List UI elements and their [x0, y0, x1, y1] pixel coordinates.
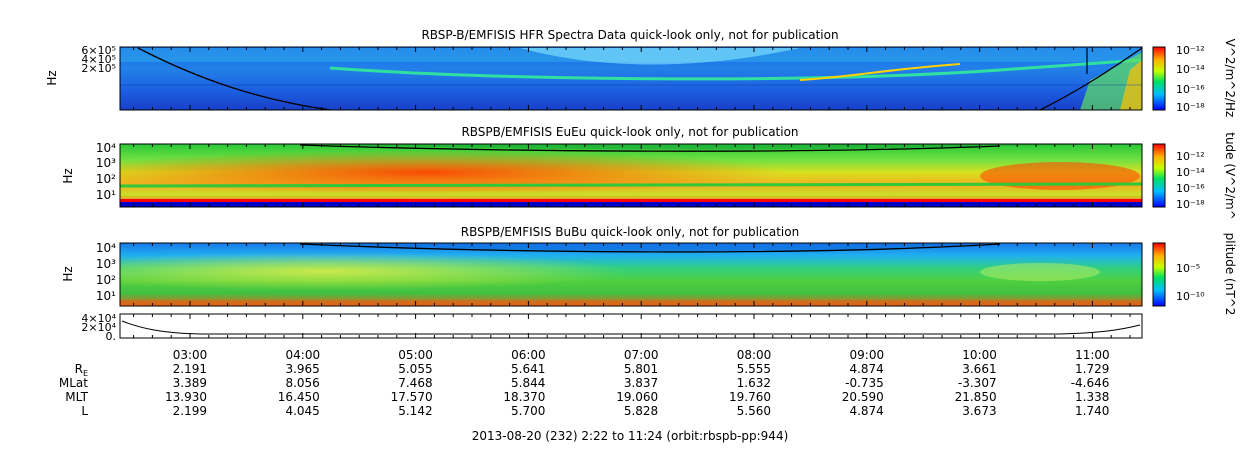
ephemeris-value: 4.874 [849, 404, 883, 418]
ephemeris-value: 5.142 [398, 404, 432, 418]
ephemeris-value: -3.307 [958, 376, 997, 390]
ephemeris-value: 8.056 [285, 376, 319, 390]
panel-3-colorbar [1152, 242, 1166, 307]
panel-3-cbar-tick: 10⁻¹⁰ [1176, 290, 1205, 303]
panel-3-ytick: 10¹ [96, 289, 116, 303]
ephemeris-value: 7.468 [398, 376, 432, 390]
ephemeris-value: 13.930 [165, 390, 207, 404]
ephemeris-value: 5.801 [624, 362, 658, 376]
panel-1-cbar-tick: 10⁻¹² [1176, 44, 1205, 57]
panel-2-ytick: 10² [96, 172, 116, 186]
time-tick-label: 09:00 [850, 348, 885, 362]
panel-2-eueu-spectrogram [119, 143, 1143, 208]
panel-3-cbar-tick: 10⁻⁵ [1176, 262, 1200, 275]
ephemeris-row-label: L [81, 404, 88, 418]
panel-1-title: RBSP-B/EMFISIS HFR Spectra Data quick-lo… [421, 28, 838, 42]
panel-3-title: RBSPB/EMFISIS BuBu quick-look only, not … [461, 225, 799, 239]
panel-1-cbar-tick: 10⁻¹⁶ [1176, 83, 1205, 96]
ephemeris-row-label: MLat [59, 376, 88, 390]
ephemeris-value: 4.045 [285, 404, 319, 418]
time-tick-label: 06:00 [511, 348, 546, 362]
ephemeris-value: 19.760 [729, 390, 771, 404]
panel-1-ytick: 2×10⁵ [81, 62, 116, 75]
panel-2-ytick: 10⁴ [96, 141, 116, 155]
time-tick-label: 03:00 [173, 348, 208, 362]
panel-3-bubu-spectrogram [119, 242, 1143, 307]
ephemeris-value: 3.965 [285, 362, 319, 376]
ephemeris-value: 3.661 [962, 362, 996, 376]
ephemeris-value: 3.837 [624, 376, 658, 390]
time-tick-label: 11:00 [1075, 348, 1110, 362]
ephemeris-value: -0.735 [845, 376, 884, 390]
panel-1-cbar-label: V^2/m^2/Hz [1223, 39, 1237, 118]
time-tick-label: 10:00 [962, 348, 997, 362]
panel-2-cbar-tick: 10⁻¹⁸ [1176, 198, 1205, 211]
ephemeris-value: 19.060 [616, 390, 658, 404]
time-axis: 03:00 04:00 05:00 06:00 07:00 08:00 09:00 10:00… [59, 348, 1110, 418]
ephemeris-value: 21.850 [955, 390, 997, 404]
panel-3-ytick: 10⁴ [96, 241, 116, 255]
panel-2-cbar-tick: 10⁻¹⁶ [1176, 182, 1205, 195]
panel-1-colorbar [1152, 46, 1166, 111]
panel-4-ytick: 4×10⁴ [81, 312, 116, 325]
ephemeris-value: 1.338 [1075, 390, 1109, 404]
panel-4-ytick: 2×10⁴ [81, 321, 116, 334]
ephemeris-value: 2.199 [173, 404, 207, 418]
ephemeris-value: 5.055 [398, 362, 432, 376]
ephemeris-value: 1.632 [737, 376, 771, 390]
panel-4-ytick: 0. [106, 330, 117, 343]
ephemeris-value: 5.844 [511, 376, 545, 390]
time-tick-label: 08:00 [737, 348, 772, 362]
ephemeris-value: 2.191 [173, 362, 207, 376]
panel-2-ylabel: Hz [61, 168, 75, 183]
ephemeris-value: 16.450 [278, 390, 320, 404]
time-tick-label: 07:00 [624, 348, 659, 362]
panel-1-hfr-spectrogram [119, 46, 1143, 111]
panel-2-ytick: 10¹ [96, 188, 116, 202]
panel-1-ylabel: Hz [45, 70, 59, 85]
panel-3-cbar-label: plitude (nT^2 [1223, 233, 1237, 316]
footer-date-range: 2013-08-20 (232) 2:22 to 11:24 (orbit:rb… [472, 429, 789, 443]
ephemeris-value: 3.673 [962, 404, 996, 418]
ephemeris-value: 18.370 [503, 390, 545, 404]
ephemeris-value: 5.700 [511, 404, 545, 418]
ephemeris-value: -4.646 [1071, 376, 1110, 390]
panel-3-ytick: 10² [96, 273, 116, 287]
tick-marks [133, 47, 1131, 338]
panel-1-cbar-tick: 10⁻¹⁴ [1176, 63, 1205, 76]
ephemeris-value: 1.729 [1075, 362, 1109, 376]
panel-1-ytick: 6×10⁵ [81, 44, 116, 57]
ephemeris-value: 3.389 [173, 376, 207, 390]
time-tick-label: 04:00 [286, 348, 321, 362]
panel-2-cbar-tick: 10⁻¹² [1176, 150, 1205, 163]
ephemeris-value: 1.740 [1075, 404, 1109, 418]
ephemeris-value: 5.641 [511, 362, 545, 376]
ephemeris-value: 17.570 [391, 390, 433, 404]
ephemeris-value: 5.828 [624, 404, 658, 418]
ephemeris-value: 4.874 [849, 362, 883, 376]
panel-1-ytick: 4×10⁵ [81, 53, 116, 66]
ephemeris-value: 5.560 [737, 404, 771, 418]
panel-2-ytick: 10³ [96, 156, 116, 170]
ephemeris-row-label: MLT [65, 390, 88, 404]
panel-2-cbar-tick: 10⁻¹⁴ [1176, 166, 1205, 179]
panel-2-colorbar [1152, 143, 1166, 208]
panel-1-cbar-tick: 10⁻¹⁸ [1176, 101, 1205, 114]
panel-2-title: RBSPB/EMFISIS EuEu quick-look only, not … [461, 125, 798, 139]
panel-4-line-plot [119, 313, 1143, 339]
panel-2-cbar-label: tude (V^2/m^ [1223, 132, 1237, 220]
time-tick-label: 05:00 [398, 348, 433, 362]
ephemeris-value: 20.590 [842, 390, 884, 404]
ephemeris-value: 5.555 [737, 362, 771, 376]
panel-3-ylabel: Hz [61, 266, 75, 281]
panel-3-ytick: 10³ [96, 257, 116, 271]
